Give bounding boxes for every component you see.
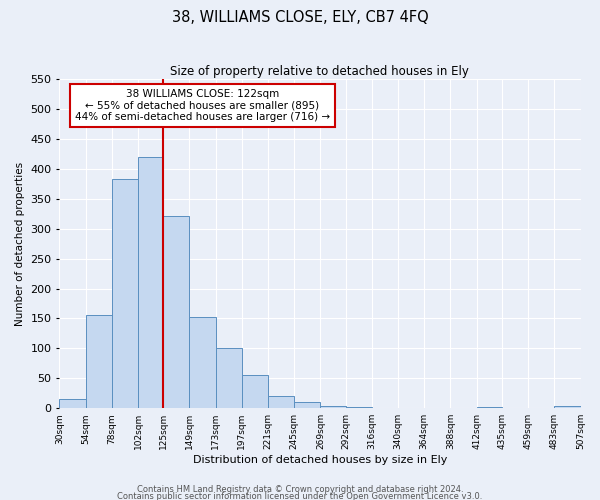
Bar	[242, 376, 268, 408]
Bar	[346, 407, 372, 408]
Bar	[190, 316, 215, 408]
Bar	[59, 399, 86, 408]
Y-axis label: Number of detached properties: Number of detached properties	[15, 162, 25, 326]
Bar	[320, 406, 346, 408]
Bar	[294, 402, 320, 408]
Bar	[112, 179, 138, 408]
Bar	[268, 396, 294, 408]
Text: Contains public sector information licensed under the Open Government Licence v3: Contains public sector information licen…	[118, 492, 482, 500]
Title: Size of property relative to detached houses in Ely: Size of property relative to detached ho…	[170, 65, 469, 78]
Bar	[477, 407, 502, 408]
Bar	[215, 348, 242, 408]
Bar	[163, 216, 190, 408]
X-axis label: Distribution of detached houses by size in Ely: Distribution of detached houses by size …	[193, 455, 447, 465]
Text: 38 WILLIAMS CLOSE: 122sqm
← 55% of detached houses are smaller (895)
44% of semi: 38 WILLIAMS CLOSE: 122sqm ← 55% of detac…	[75, 89, 330, 122]
Text: 38, WILLIAMS CLOSE, ELY, CB7 4FQ: 38, WILLIAMS CLOSE, ELY, CB7 4FQ	[172, 10, 428, 25]
Bar	[138, 157, 163, 408]
Text: Contains HM Land Registry data © Crown copyright and database right 2024.: Contains HM Land Registry data © Crown c…	[137, 486, 463, 494]
Bar	[86, 316, 112, 408]
Bar	[554, 406, 581, 408]
